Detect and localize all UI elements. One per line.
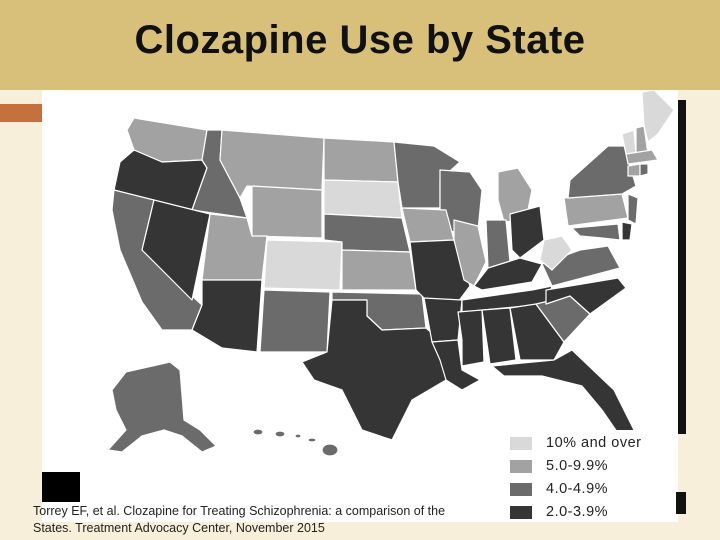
us-map xyxy=(107,90,675,457)
state-massachusetts xyxy=(625,149,659,165)
title-band xyxy=(0,0,720,90)
legend-item-4-to-4-9: 4.0-4.9% xyxy=(510,480,608,498)
state-louisiana xyxy=(431,339,481,391)
state-new-mexico xyxy=(259,289,331,353)
state-west-virginia xyxy=(539,235,573,271)
frame-edge xyxy=(678,100,686,434)
page-title: Clozapine Use by State xyxy=(134,18,586,62)
state-alaska xyxy=(107,361,217,453)
state-rhode-island xyxy=(639,163,649,177)
legend-item-5-to-9-9: 5.0-9.9% xyxy=(510,457,608,475)
legend-label: 5.0-9.9% xyxy=(546,458,609,474)
legend-label: 10% and over xyxy=(546,435,642,451)
state-nevada xyxy=(141,199,211,301)
state-pennsylvania xyxy=(563,193,629,227)
legend-swatch xyxy=(510,459,532,473)
state-connecticut xyxy=(627,163,641,177)
legend-swatch xyxy=(510,505,532,519)
legend-swatch xyxy=(510,482,532,496)
state-north-dakota xyxy=(323,137,399,183)
state-alabama xyxy=(481,307,517,365)
overlay-block xyxy=(42,472,80,502)
state-new-jersey xyxy=(627,193,639,225)
state-maryland xyxy=(571,223,621,241)
legend-item-10-and-over: 10% and over xyxy=(510,434,641,452)
state-iowa xyxy=(401,207,455,243)
state-kansas xyxy=(341,249,417,291)
citation-line-1: Torrey EF, et al. Clozapine for Treating… xyxy=(33,504,446,518)
legend-label: 4.0-4.9% xyxy=(546,481,609,497)
corner-mark xyxy=(676,492,686,514)
citation-line-2: States. Treatment Advocacy Center, Novem… xyxy=(33,521,325,535)
legend-item-2-to-3-9: 2.0-3.9% xyxy=(510,503,608,521)
state-texas xyxy=(301,299,447,441)
state-florida xyxy=(491,349,635,443)
state-mississippi xyxy=(457,309,485,367)
state-colorado xyxy=(263,239,343,291)
state-arizona xyxy=(191,279,263,353)
state-indiana xyxy=(485,219,511,269)
state-virginia xyxy=(541,245,621,287)
state-georgia xyxy=(509,303,565,361)
state-hawaii xyxy=(252,428,339,457)
legend-swatch xyxy=(510,436,532,450)
state-ohio xyxy=(509,205,545,259)
citation: Torrey EF, et al. Clozapine for Treating… xyxy=(33,503,513,537)
legend-label: 2.0-3.9% xyxy=(546,504,609,520)
state-delaware xyxy=(621,221,633,241)
state-south-dakota xyxy=(323,179,403,219)
state-new-york xyxy=(567,145,637,199)
accent-bar xyxy=(0,104,42,122)
state-north-carolina xyxy=(545,277,627,315)
legend: 10% and over 5.0-9.9% 4.0-4.9% 2.0-3.9% xyxy=(504,430,678,522)
state-wyoming xyxy=(251,185,323,239)
state-maine xyxy=(641,90,675,143)
